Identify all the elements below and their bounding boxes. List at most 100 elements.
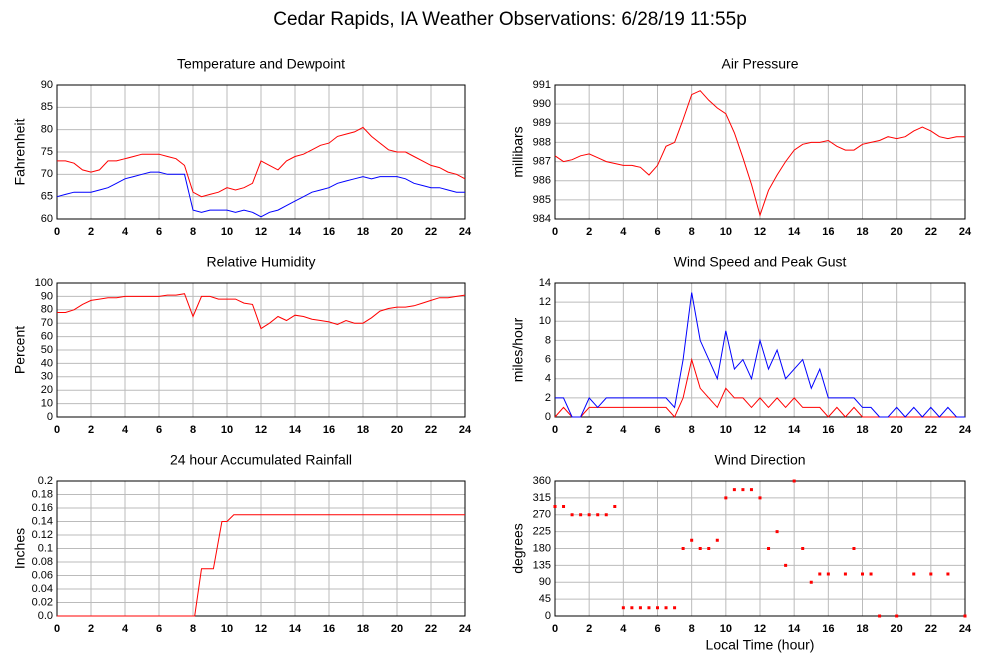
y-tick-label: 0.18 — [32, 488, 53, 500]
y-tick-label: 0.12 — [32, 529, 53, 541]
x-tick-label: 10 — [720, 226, 732, 238]
plot-frame — [554, 84, 966, 220]
scatter-point — [579, 513, 583, 517]
x-tick-label: 14 — [788, 623, 801, 635]
x-tick-label: 10 — [221, 623, 233, 635]
x-tick-label: 12 — [754, 424, 766, 436]
y-tick-label: 12 — [539, 296, 551, 308]
x-tick-label: 4 — [122, 226, 129, 238]
figure-title: Cedar Rapids, IA Weather Observations: 6… — [273, 9, 747, 30]
x-tick-label: 0 — [54, 226, 60, 238]
x-tick-label: 20 — [391, 226, 403, 238]
x-axis-label: Local Time (hour) — [706, 637, 815, 653]
y-tick-label: 60 — [41, 331, 53, 343]
y-tick-label: 986 — [533, 175, 551, 187]
x-tick-label: 22 — [425, 424, 437, 436]
x-tick-label: 24 — [959, 623, 972, 635]
scatter-point — [732, 488, 736, 492]
scatter-point — [604, 513, 608, 517]
y-tick-label: 65 — [41, 191, 53, 203]
scatter-point — [861, 572, 864, 576]
chart-title: Air Pressure — [721, 56, 798, 72]
scatter-point — [767, 547, 771, 550]
y-axis-label: Inches — [12, 528, 28, 569]
y-tick-label: 10 — [41, 398, 53, 410]
x-tick-label: 24 — [959, 424, 972, 436]
y-tick-label: 80 — [41, 304, 53, 316]
y-tick-label: 0.08 — [32, 556, 53, 568]
y-tick-label: 75 — [41, 146, 53, 158]
x-tick-label: 0 — [552, 424, 558, 436]
y-tick-label: 270 — [533, 509, 551, 521]
x-tick-label: 10 — [221, 424, 233, 436]
x-tick-label: 12 — [754, 226, 766, 238]
x-tick-label: 20 — [891, 226, 903, 238]
y-tick-label: 988 — [533, 136, 551, 148]
y-tick-label: 0.0 — [38, 610, 53, 622]
y-tick-label: 85 — [41, 101, 53, 113]
y-axis-label: millibars — [510, 126, 526, 177]
y-axis-label: Fahrenheit — [12, 118, 28, 185]
x-tick-label: 12 — [754, 623, 766, 635]
scatter-point — [621, 606, 625, 610]
scatter-point — [562, 505, 566, 508]
y-axis-label: miles/hour — [510, 317, 526, 382]
x-tick-label: 6 — [156, 424, 162, 436]
x-tick-label: 20 — [891, 424, 903, 436]
x-tick-label: 20 — [891, 623, 903, 635]
scatter-point — [724, 496, 728, 500]
series-line — [57, 293, 466, 330]
plot-frame — [56, 480, 466, 617]
scatter-point — [664, 606, 668, 610]
scatter-point — [681, 547, 685, 550]
series-line — [57, 514, 465, 617]
x-tick-label: 14 — [788, 226, 801, 238]
series-line — [56, 171, 465, 218]
y-tick-label: 0 — [545, 610, 551, 622]
y-tick-label: 0 — [545, 411, 551, 423]
y-tick-label: 90 — [41, 290, 53, 302]
x-tick-label: 18 — [856, 424, 868, 436]
scatter-point — [775, 530, 779, 534]
y-tick-label: 989 — [533, 117, 551, 129]
y-tick-label: 0.04 — [32, 583, 53, 595]
x-tick-label: 20 — [391, 623, 403, 635]
x-tick-label: 6 — [156, 226, 162, 238]
x-tick-label: 14 — [788, 424, 801, 436]
scatter-point — [826, 572, 830, 576]
x-tick-label: 4 — [620, 424, 627, 436]
y-axis-label: degrees — [510, 523, 526, 574]
y-tick-label: 987 — [533, 155, 551, 167]
x-tick-label: 14 — [289, 424, 302, 436]
scatter-point — [715, 538, 719, 542]
x-tick-label: 6 — [156, 623, 162, 635]
x-tick-label: 8 — [190, 424, 196, 436]
scatter-point — [707, 547, 711, 550]
scatter-point — [912, 572, 916, 576]
x-tick-label: 4 — [122, 623, 129, 635]
scatter-point — [570, 513, 574, 517]
x-tick-label: 16 — [822, 623, 834, 635]
y-tick-label: 0.16 — [32, 502, 53, 514]
chart-title: 24 hour Accumulated Rainfall — [170, 452, 352, 468]
scatter-point — [690, 538, 694, 542]
chart-title: Wind Speed and Peak Gust — [674, 254, 847, 270]
x-tick-label: 2 — [88, 623, 94, 635]
x-tick-label: 8 — [689, 226, 695, 238]
x-tick-label: 24 — [459, 623, 472, 635]
y-tick-label: 360 — [533, 475, 551, 487]
y-tick-label: 8 — [545, 334, 551, 346]
x-tick-label: 24 — [459, 226, 472, 238]
x-tick-label: 14 — [289, 623, 302, 635]
x-tick-label: 18 — [357, 226, 369, 238]
scatter-point — [613, 505, 617, 508]
x-tick-label: 22 — [925, 623, 937, 635]
x-tick-label: 6 — [654, 424, 660, 436]
y-tick-label: 985 — [533, 194, 551, 206]
x-tick-label: 2 — [88, 424, 94, 436]
scatter-point — [647, 606, 651, 610]
scatter-point — [869, 572, 873, 576]
y-tick-label: 10 — [539, 315, 551, 327]
scatter-point — [895, 614, 899, 618]
y-tick-label: 90 — [41, 79, 53, 91]
